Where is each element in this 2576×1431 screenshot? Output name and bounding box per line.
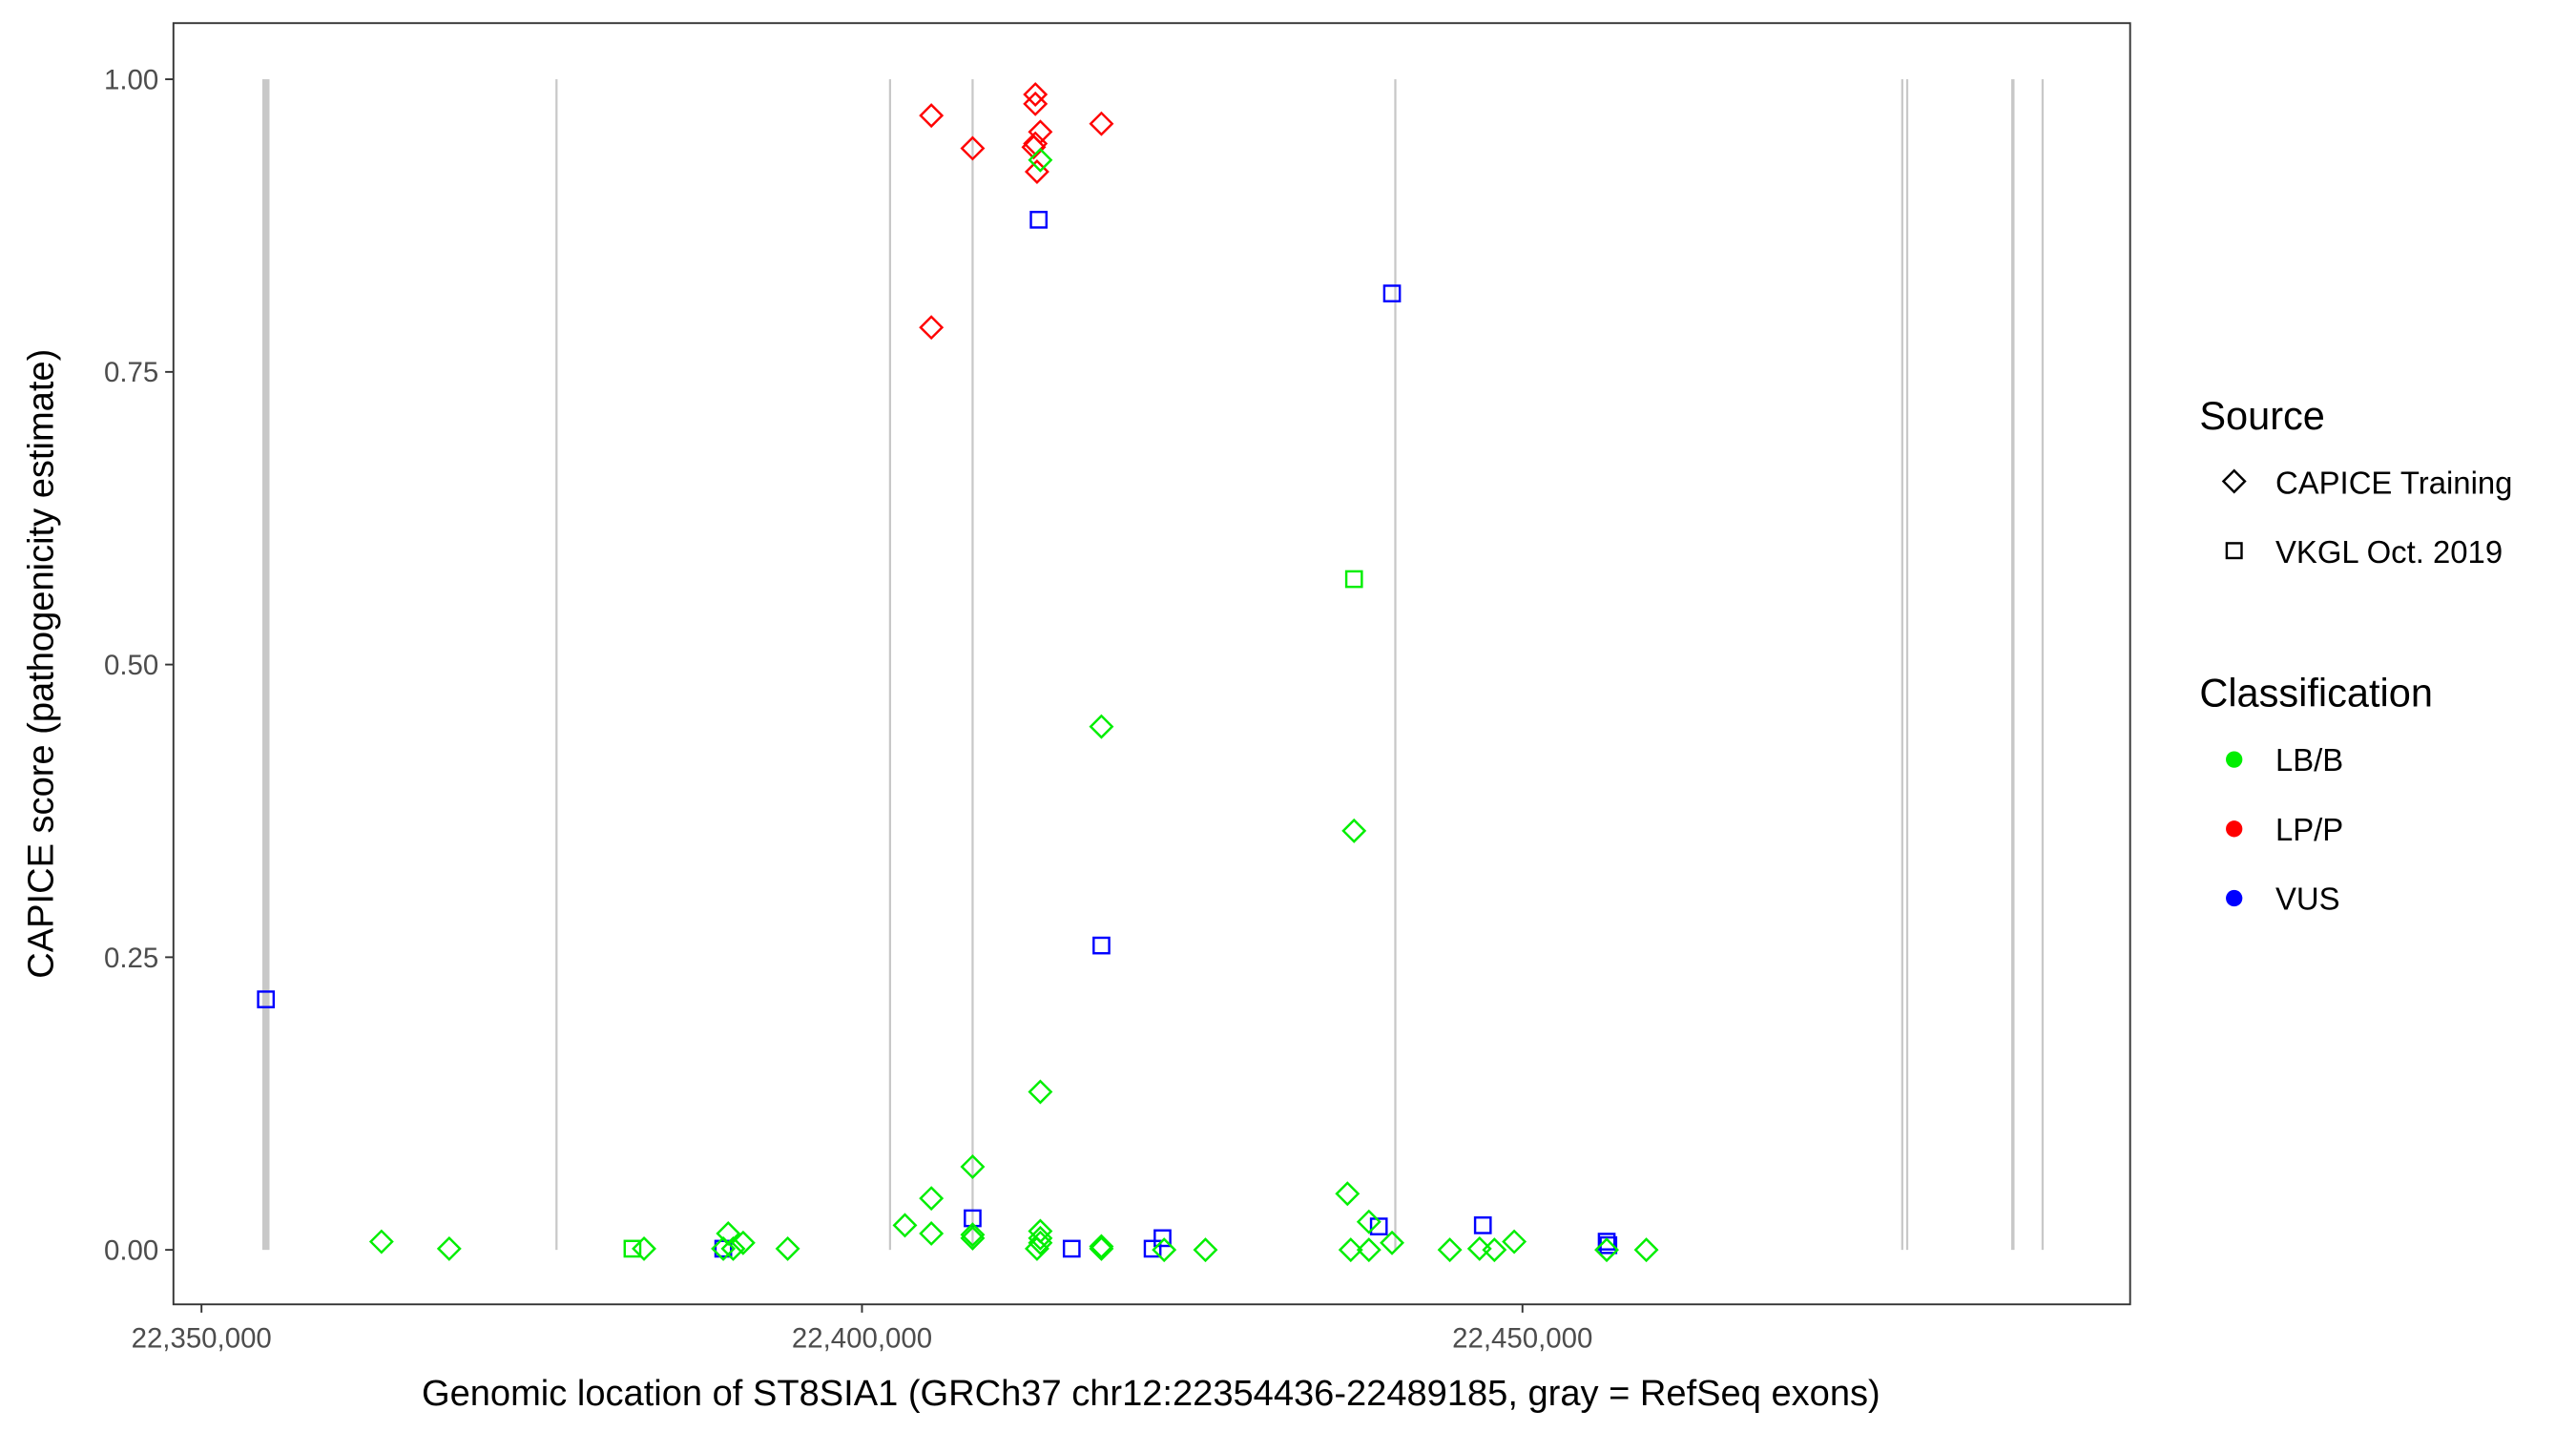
point-diamond: [1089, 714, 1114, 739]
legend-classification-title: Classification: [2199, 671, 2433, 716]
y-axis-title: CAPICE score (pathogenicity estimate): [21, 349, 61, 979]
point-diamond: [730, 1230, 756, 1255]
point-square: [1597, 1233, 1616, 1251]
point-diamond: [1482, 1237, 1507, 1263]
point-diamond: [960, 1154, 986, 1179]
vus-dot-icon: [2226, 889, 2243, 907]
lbb-dot-icon: [2226, 751, 2243, 768]
point-diamond: [892, 1213, 918, 1238]
point-diamond: [960, 1222, 986, 1248]
point-diamond: [1028, 1230, 1053, 1255]
point-diamond: [919, 315, 945, 341]
legend-item-vus: VUS: [2275, 881, 2340, 917]
point-diamond: [436, 1235, 462, 1261]
point-square: [1143, 1239, 1162, 1258]
plot-panel-background: [173, 23, 2130, 1305]
legend-item-lpp: LP/P: [2275, 812, 2343, 847]
point-diamond: [1023, 82, 1049, 107]
diamond-icon: [2221, 468, 2247, 494]
exon-line: [888, 79, 892, 1251]
point-diamond: [1380, 1230, 1404, 1255]
point-diamond: [1356, 1237, 1381, 1263]
x-tick-label: 22,450,000: [1452, 1322, 1592, 1354]
point-diamond: [1338, 1237, 1363, 1263]
legend-item-capice-training: CAPICE Training: [2275, 465, 2513, 500]
exon-line: [1901, 79, 1903, 1251]
point-diamond: [1341, 818, 1367, 843]
y-tick-label: 0.75: [104, 357, 158, 388]
exon-line: [555, 79, 558, 1251]
point-square: [1062, 1239, 1081, 1258]
point-square: [1473, 1216, 1492, 1234]
point-diamond: [1028, 147, 1053, 173]
point-diamond: [919, 1221, 945, 1246]
y-tick-label: 0.00: [104, 1235, 158, 1267]
exon-line: [971, 79, 974, 1251]
point-diamond: [1028, 1225, 1053, 1251]
point-square: [623, 1239, 642, 1258]
legend: Source CAPICE Training VKGL Oct. 2019 Cl…: [2199, 393, 2512, 917]
point-diamond: [1335, 1181, 1361, 1207]
point-diamond: [1089, 1235, 1114, 1261]
exon-line: [1394, 79, 1397, 1251]
point-diamond: [1193, 1237, 1218, 1263]
point-diamond: [1024, 1235, 1049, 1261]
point-square: [1369, 1217, 1388, 1235]
data-points: [257, 82, 1659, 1263]
point-diamond: [1028, 1079, 1053, 1105]
point-square: [714, 1239, 733, 1258]
point-square: [1029, 210, 1049, 229]
exon-line: [1905, 79, 1909, 1251]
point-diamond: [1023, 91, 1049, 116]
point-diamond: [960, 1225, 986, 1251]
point-diamond: [632, 1235, 656, 1261]
square-icon: [2225, 542, 2243, 560]
legend-source-title: Source: [2199, 393, 2325, 438]
x-axis: 22,350,000 22,400,000 22,450,000: [132, 1304, 1592, 1354]
point-square: [1092, 936, 1111, 955]
point-diamond: [368, 1229, 394, 1255]
x-tick-label: 22,350,000: [132, 1322, 272, 1354]
exon-line: [2011, 79, 2015, 1251]
point-square: [1344, 570, 1363, 589]
x-tick-label: 22,400,000: [792, 1322, 932, 1354]
exon-lines: [261, 79, 2045, 1251]
y-tick-label: 0.25: [104, 943, 158, 974]
exon-line: [261, 79, 270, 1251]
point-square: [1153, 1229, 1172, 1248]
y-tick-label: 1.00: [104, 64, 158, 95]
point-diamond: [1437, 1237, 1463, 1263]
y-tick-label: 0.50: [104, 650, 158, 681]
point-diamond: [1089, 111, 1114, 136]
point-diamond: [1089, 1234, 1114, 1259]
point-diamond: [1633, 1237, 1659, 1263]
legend-item-lbb: LB/B: [2275, 742, 2343, 778]
point-diamond: [1502, 1229, 1527, 1255]
point-square: [1382, 284, 1402, 302]
point-diamond: [919, 103, 945, 129]
point-square: [257, 990, 276, 1008]
point-diamond: [1466, 1235, 1492, 1261]
point-diamond: [711, 1235, 737, 1261]
point-diamond: [1152, 1237, 1177, 1263]
x-axis-title: Genomic location of ST8SIA1 (GRCh37 chr1…: [422, 1374, 1880, 1414]
point-diamond: [720, 1235, 746, 1261]
point-diamond: [1021, 135, 1047, 160]
point-diamond: [775, 1235, 800, 1261]
point-diamond: [960, 135, 986, 161]
point-diamond: [1356, 1209, 1381, 1234]
point-diamond: [1594, 1237, 1619, 1263]
y-axis: 0.00 0.25 0.50 0.75 1.00: [104, 64, 174, 1267]
point-diamond: [919, 1186, 945, 1212]
exon-line: [2041, 79, 2045, 1251]
legend-item-vkgl: VKGL Oct. 2019: [2275, 534, 2503, 570]
lpp-dot-icon: [2226, 820, 2243, 838]
